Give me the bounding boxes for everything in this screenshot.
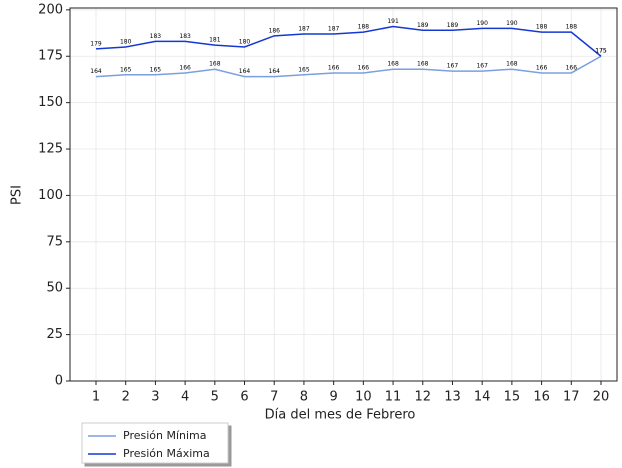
x-tick-label: 13: [444, 390, 461, 405]
y-tick-label: 200: [38, 2, 63, 17]
data-label: 164: [269, 68, 281, 75]
data-label: 168: [387, 61, 399, 68]
data-label: 188: [536, 24, 548, 31]
data-label: 165: [150, 66, 162, 73]
x-tick-label: 2: [122, 390, 130, 405]
x-tick-label: 16: [533, 390, 550, 405]
data-label: 166: [179, 64, 191, 71]
x-tick-label: 9: [330, 390, 338, 405]
x-tick-label: 8: [300, 390, 308, 405]
data-label: 190: [476, 20, 488, 27]
data-label: 165: [298, 66, 310, 73]
y-tick-label: 175: [38, 49, 63, 64]
data-label: 166: [566, 64, 578, 71]
data-label: 167: [476, 63, 488, 70]
x-tick-label: 6: [240, 390, 248, 405]
x-tick-label: 20: [593, 390, 610, 405]
data-label: 175: [595, 48, 607, 55]
data-label: 164: [239, 68, 251, 75]
data-label: 165: [120, 66, 132, 73]
data-label: 166: [358, 64, 370, 71]
data-label: 167: [447, 63, 459, 70]
data-label: 187: [298, 25, 310, 32]
data-label: 189: [417, 22, 429, 29]
legend-label: Presión Máxima: [123, 447, 210, 460]
x-tick-label: 14: [474, 390, 491, 405]
x-tick-label: 7: [270, 390, 278, 405]
data-label: 181: [209, 37, 221, 44]
data-label: 183: [150, 33, 162, 40]
x-axis-label: Día del mes de Febrero: [265, 408, 416, 423]
series-line: [95, 55, 602, 78]
y-tick-label: 150: [38, 95, 63, 110]
plot-frame: [69, 7, 618, 382]
x-tick-label: 5: [211, 390, 219, 405]
data-label: 166: [536, 64, 548, 71]
y-tick-label: 25: [46, 327, 63, 342]
y-tick-label: 75: [46, 234, 63, 249]
data-label: 166: [328, 64, 340, 71]
x-tick-label: 11: [385, 390, 402, 405]
data-label: 183: [179, 33, 191, 40]
y-axis-label: PSI: [10, 185, 25, 205]
y-tick-label: 0: [55, 374, 63, 389]
data-label: 188: [358, 24, 370, 31]
data-label: 188: [566, 24, 578, 31]
data-label: 168: [209, 61, 221, 68]
x-tick-label: 12: [414, 390, 431, 405]
data-label: 186: [269, 27, 281, 34]
x-tick-label: 1: [92, 390, 100, 405]
data-label: 180: [239, 38, 251, 45]
x-tick-label: 15: [504, 390, 521, 405]
data-label: 187: [328, 25, 340, 32]
data-label: 191: [387, 18, 399, 25]
data-label: 168: [506, 61, 518, 68]
x-tick-label: 10: [355, 390, 372, 405]
data-label: 189: [447, 22, 459, 29]
data-label: 164: [90, 68, 102, 75]
legend-label: Presión Mínima: [123, 429, 207, 442]
legend: Presión Mínima Presión Máxima: [81, 422, 229, 464]
y-tick-label: 125: [38, 142, 63, 157]
data-label: 190: [506, 20, 518, 27]
x-tick-label: 3: [151, 390, 159, 405]
series-line: [95, 25, 602, 57]
data-label: 180: [120, 38, 132, 45]
legend-box: [81, 422, 229, 464]
data-label: 175: [595, 48, 607, 55]
data-label: 168: [417, 61, 429, 68]
y-tick-label: 100: [38, 188, 63, 203]
y-tick-label: 50: [46, 281, 63, 296]
data-label: 179: [90, 40, 102, 47]
x-tick-label: 4: [181, 390, 189, 405]
x-tick-label: 17: [563, 390, 580, 405]
